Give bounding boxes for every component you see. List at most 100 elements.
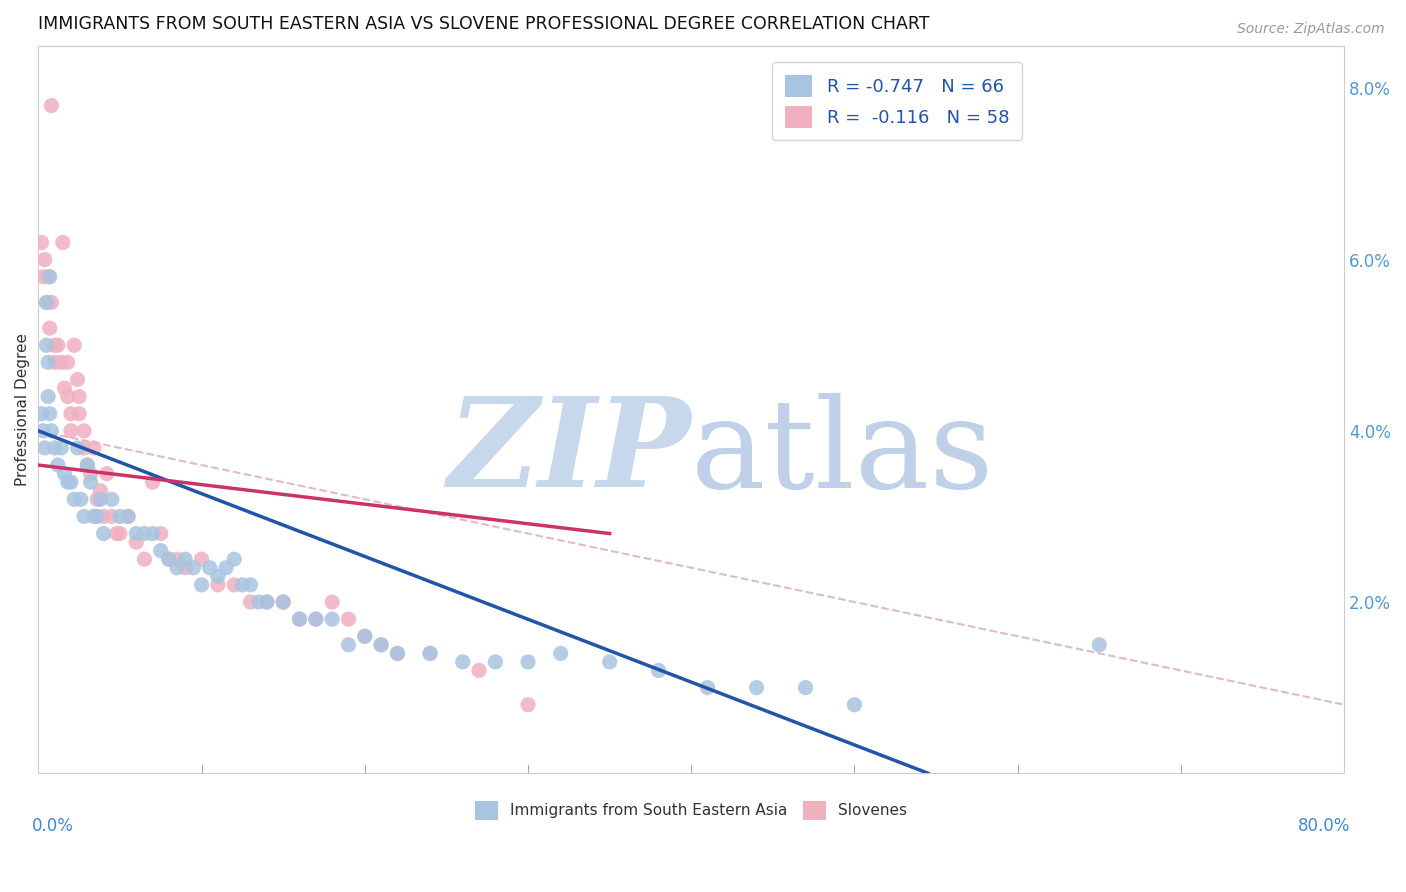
Point	[51, 355, 73, 369]
Point	[370, 638, 392, 652]
Point	[745, 681, 768, 695]
Point	[83, 509, 105, 524]
Point	[86, 509, 108, 524]
Point	[32, 424, 55, 438]
Point	[305, 612, 328, 626]
Point	[56, 355, 79, 369]
Point	[37, 269, 59, 284]
Text: atlas: atlas	[692, 392, 994, 514]
Point	[101, 509, 124, 524]
Y-axis label: Professional Degree: Professional Degree	[15, 333, 30, 486]
Point	[484, 655, 506, 669]
Point	[337, 638, 360, 652]
Point	[387, 646, 409, 660]
Point	[52, 235, 75, 250]
Point	[174, 561, 197, 575]
Point	[76, 458, 98, 472]
Legend: Immigrants from South Eastern Asia, Slovenes: Immigrants from South Eastern Asia, Slov…	[468, 794, 915, 828]
Point	[239, 578, 262, 592]
Point	[157, 552, 180, 566]
Point	[142, 526, 165, 541]
Point	[108, 509, 131, 524]
Text: Source: ZipAtlas.com: Source: ZipAtlas.com	[1237, 22, 1385, 37]
Point	[38, 269, 60, 284]
Point	[647, 664, 669, 678]
Point	[190, 552, 212, 566]
Point	[35, 295, 58, 310]
Point	[35, 338, 58, 352]
Point	[63, 338, 86, 352]
Point	[517, 698, 540, 712]
Point	[198, 561, 221, 575]
Point	[93, 509, 115, 524]
Point	[215, 561, 238, 575]
Point	[166, 552, 188, 566]
Point	[550, 646, 572, 660]
Point	[79, 467, 101, 481]
Point	[44, 338, 66, 352]
Point	[63, 492, 86, 507]
Point	[69, 492, 91, 507]
Point	[305, 612, 328, 626]
Point	[117, 509, 139, 524]
Point	[31, 407, 53, 421]
Point	[142, 475, 165, 490]
Point	[125, 526, 148, 541]
Point	[56, 390, 79, 404]
Point	[190, 578, 212, 592]
Point	[46, 338, 69, 352]
Point	[337, 612, 360, 626]
Point	[53, 467, 76, 481]
Point	[271, 595, 294, 609]
Point	[134, 552, 156, 566]
Point	[321, 595, 343, 609]
Point	[56, 475, 79, 490]
Point	[89, 492, 111, 507]
Point	[183, 561, 205, 575]
Point	[387, 646, 409, 660]
Point	[35, 295, 58, 310]
Point	[239, 595, 262, 609]
Point	[34, 441, 56, 455]
Point	[157, 552, 180, 566]
Point	[108, 526, 131, 541]
Point	[419, 646, 441, 660]
Point	[34, 252, 56, 267]
Point	[46, 458, 69, 472]
Point	[517, 655, 540, 669]
Point	[96, 467, 118, 481]
Point	[288, 612, 311, 626]
Point	[207, 578, 229, 592]
Point	[73, 509, 96, 524]
Point	[38, 407, 60, 421]
Point	[696, 681, 718, 695]
Point	[89, 483, 111, 498]
Point	[44, 355, 66, 369]
Point	[207, 569, 229, 583]
Point	[73, 424, 96, 438]
Point	[125, 535, 148, 549]
Text: 0.0%: 0.0%	[32, 817, 73, 835]
Point	[599, 655, 621, 669]
Point	[76, 458, 98, 472]
Point	[66, 441, 89, 455]
Point	[247, 595, 270, 609]
Point	[166, 561, 188, 575]
Point	[224, 578, 246, 592]
Point	[67, 390, 90, 404]
Point	[288, 612, 311, 626]
Point	[101, 492, 124, 507]
Point	[53, 381, 76, 395]
Point	[41, 295, 63, 310]
Point	[370, 638, 392, 652]
Point	[174, 552, 197, 566]
Point	[844, 698, 866, 712]
Point	[353, 629, 375, 643]
Point	[134, 526, 156, 541]
Point	[59, 407, 82, 421]
Point	[117, 509, 139, 524]
Point	[256, 595, 278, 609]
Point	[59, 475, 82, 490]
Point	[353, 629, 375, 643]
Point	[149, 526, 172, 541]
